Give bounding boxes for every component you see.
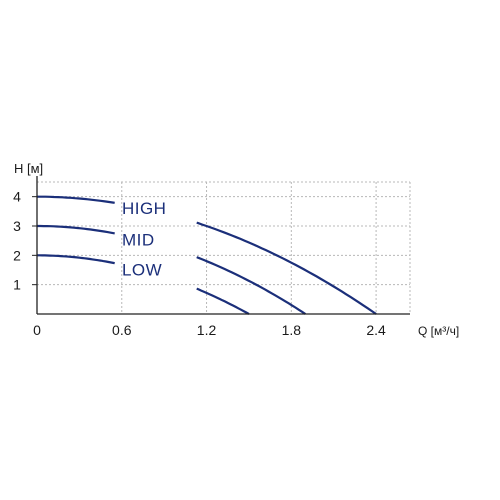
series-label-high: HIGH — [122, 199, 166, 218]
y-tick-label: 3 — [13, 218, 21, 234]
y-axis-label: H [м] — [14, 161, 43, 176]
series-label-mid: MID — [122, 230, 155, 249]
y-tick-label: 1 — [13, 277, 21, 293]
grid — [37, 181, 411, 314]
x-tick-label: 1.8 — [282, 322, 302, 338]
series-line-low — [37, 254, 115, 265]
axes — [36, 176, 410, 315]
series-line-low-tail — [196, 287, 250, 315]
x-tick-label: 2.4 — [366, 322, 386, 338]
x-axis-label: Q [м³/ч] — [418, 324, 459, 338]
series-line-mid-tail — [196, 256, 307, 315]
series-line-high-tail — [196, 221, 377, 315]
series-label-low: LOW — [122, 260, 162, 279]
curves: HIGH MID LOW — [37, 195, 377, 315]
x-tick-label: 1.2 — [197, 322, 217, 338]
series-line-high — [37, 195, 115, 204]
tick-labels: 1 2 3 4 0 0.6 1.2 1.8 2.4 — [13, 189, 386, 338]
x-tick-label: 0 — [33, 322, 41, 338]
series-line-mid — [37, 224, 115, 235]
y-tick-label: 4 — [13, 189, 21, 205]
y-tick-label: 2 — [13, 247, 21, 263]
x-tick-label: 0.6 — [112, 322, 132, 338]
